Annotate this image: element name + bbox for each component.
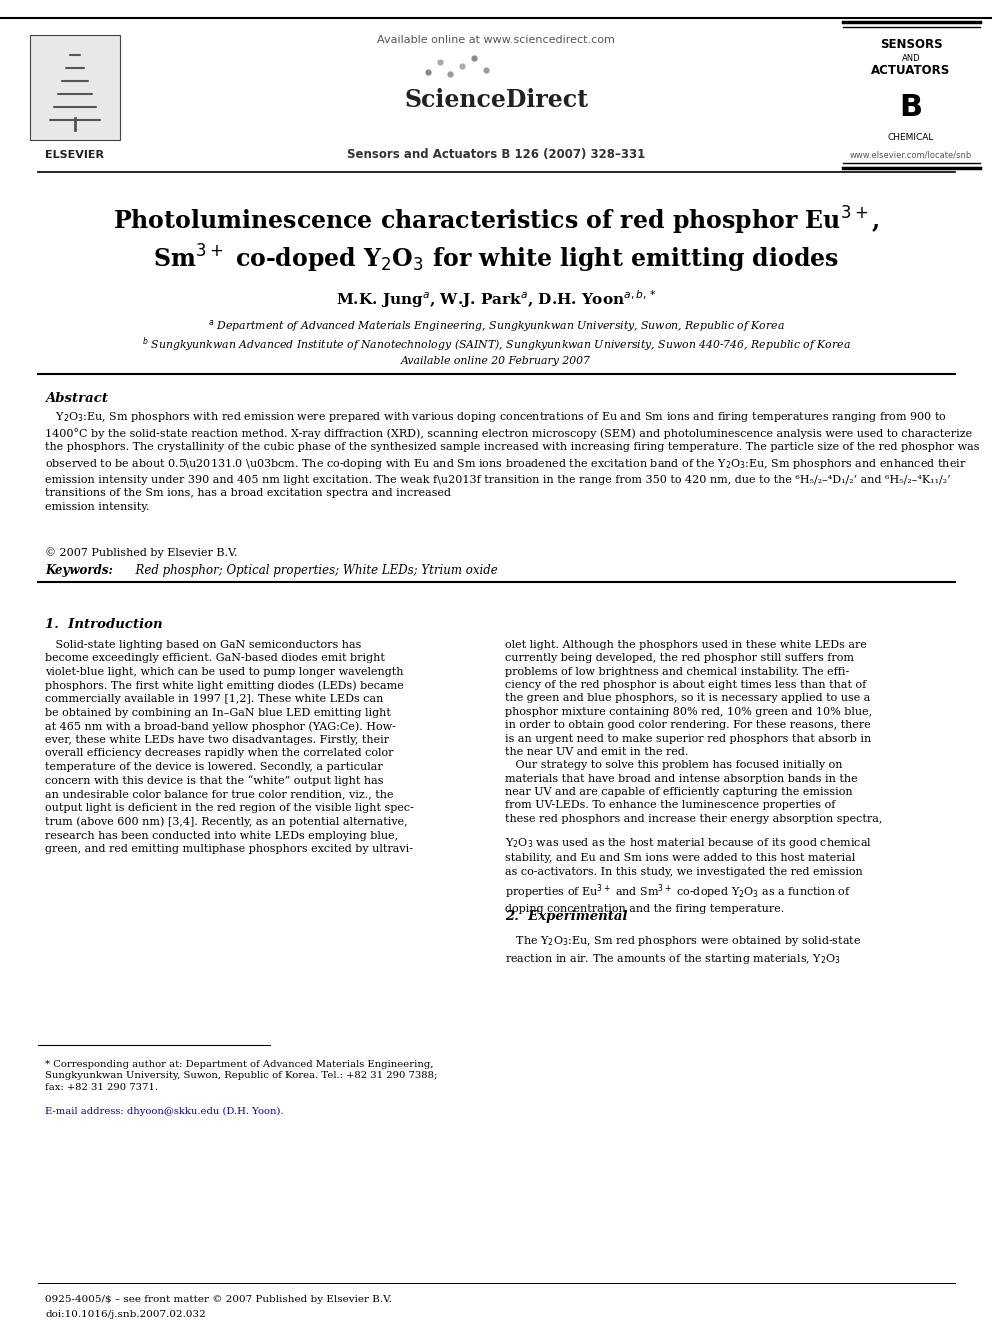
Text: Sm$^{3+}$ co-doped Y$_2$O$_3$ for white light emitting diodes: Sm$^{3+}$ co-doped Y$_2$O$_3$ for white …: [153, 243, 839, 275]
Text: 1.  Introduction: 1. Introduction: [45, 618, 163, 631]
Text: © 2007 Published by Elsevier B.V.: © 2007 Published by Elsevier B.V.: [45, 546, 237, 558]
Text: $^{a}$ Department of Advanced Materials Engineering, Sungkyunkwan University, Su: $^{a}$ Department of Advanced Materials …: [207, 318, 785, 333]
Text: olet light. Although the phosphors used in these white LEDs are
currently being : olet light. Although the phosphors used …: [505, 640, 882, 837]
Text: Sensors and Actuators B 126 (2007) 328–331: Sensors and Actuators B 126 (2007) 328–3…: [347, 148, 645, 161]
Text: ELSEVIER: ELSEVIER: [46, 149, 104, 160]
Text: Available online at www.sciencedirect.com: Available online at www.sciencedirect.co…: [377, 34, 615, 45]
Text: The Y$_2$O$_3$:Eu, Sm red phosphors were obtained by solid-state
reaction in air: The Y$_2$O$_3$:Eu, Sm red phosphors were…: [505, 934, 861, 966]
Text: CHEMICAL: CHEMICAL: [888, 134, 934, 142]
Text: Y$_2$O$_3$:Eu, Sm phosphors with red emission were prepared with various doping : Y$_2$O$_3$:Eu, Sm phosphors with red emi…: [45, 410, 979, 512]
Text: Red phosphor; Optical properties; White LEDs; Ytrium oxide: Red phosphor; Optical properties; White …: [128, 564, 498, 577]
Text: Photoluminescence characteristics of red phosphor Eu$^{3+}$,: Photoluminescence characteristics of red…: [113, 205, 879, 237]
Text: 2.  Experimental: 2. Experimental: [505, 910, 628, 923]
Text: B: B: [900, 93, 923, 122]
Text: AND: AND: [902, 54, 921, 64]
Text: M.K. Jung$^{a}$, W.J. Park$^{a}$, D.H. Yoon$^{a,b,*}$: M.K. Jung$^{a}$, W.J. Park$^{a}$, D.H. Y…: [335, 288, 657, 310]
Text: 0925-4005/$ – see front matter © 2007 Published by Elsevier B.V.: 0925-4005/$ – see front matter © 2007 Pu…: [45, 1295, 392, 1304]
Bar: [30, 34, 120, 140]
Text: SENSORS: SENSORS: [880, 38, 942, 52]
Text: * Corresponding author at: Department of Advanced Materials Engineering,
Sungkyu: * Corresponding author at: Department of…: [45, 1060, 437, 1091]
Text: Y$_2$O$_3$ was used as the host material because of its good chemical
stability,: Y$_2$O$_3$ was used as the host material…: [505, 836, 872, 914]
Text: Available online 20 February 2007: Available online 20 February 2007: [401, 356, 591, 366]
Text: Solid-state lighting based on GaN semiconductors has
become exceedingly efficien: Solid-state lighting based on GaN semico…: [45, 640, 414, 853]
Text: ScienceDirect: ScienceDirect: [404, 89, 588, 112]
Text: www.elsevier.com/locate/snb: www.elsevier.com/locate/snb: [850, 149, 972, 159]
Text: ACTUATORS: ACTUATORS: [871, 64, 950, 77]
Text: $^{b}$ Sungkyunkwan Advanced Institute of Nanotechnology (SAINT), Sungkyunkwan U: $^{b}$ Sungkyunkwan Advanced Institute o…: [142, 335, 850, 353]
Text: Abstract: Abstract: [45, 392, 108, 405]
Text: doi:10.1016/j.snb.2007.02.032: doi:10.1016/j.snb.2007.02.032: [45, 1310, 205, 1319]
Text: E-mail address: dhyoon@skku.edu (D.H. Yoon).: E-mail address: dhyoon@skku.edu (D.H. Yo…: [45, 1107, 284, 1117]
Text: Keywords:: Keywords:: [45, 564, 113, 577]
